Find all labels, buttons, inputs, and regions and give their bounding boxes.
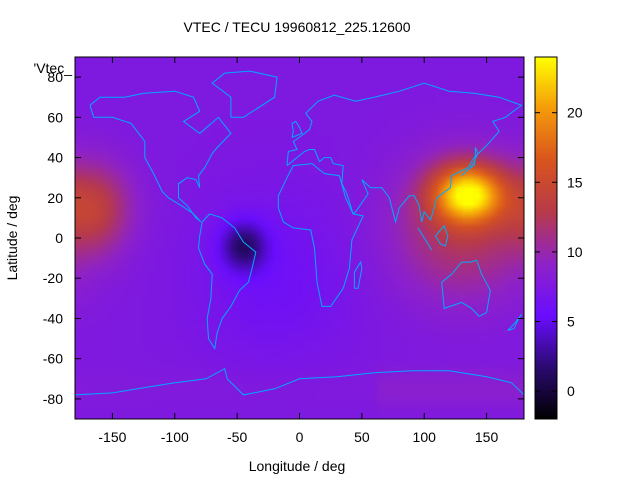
y-tick-label: 0 (55, 230, 63, 246)
x-axis-ticks: -150 -100 -50 0 50 100 150 (98, 57, 498, 445)
x-tick-label: -150 (98, 429, 126, 445)
coastline-south-america (197, 213, 257, 351)
heatmap-image (75, 57, 524, 419)
colorbar-tick-label: 15 (567, 174, 583, 190)
coastline-africa (277, 163, 364, 307)
coastline-australia (441, 259, 491, 318)
colorbar-tick-label: 10 (567, 244, 583, 260)
colorbar-ticks: 0 5 10 15 20 (535, 105, 583, 399)
x-tick-label: 50 (354, 429, 370, 445)
y-tick-label: -60 (43, 351, 63, 367)
y-tick-label: -20 (43, 270, 63, 286)
coastline-greenland (211, 70, 278, 118)
y-tick-label: 40 (47, 150, 63, 166)
y-tick-label: 20 (47, 190, 63, 206)
legend-key-label: 'Vtec_ (34, 60, 73, 76)
coastline-new-zealand (507, 314, 522, 331)
coastline-europe-asia (286, 82, 523, 224)
coastline-north-america (89, 90, 232, 223)
coastline-madagascar (353, 260, 363, 289)
coastline-uk (291, 120, 303, 138)
colorbar: 0 5 10 15 20 (534, 56, 583, 420)
x-tick-label: -100 (161, 429, 189, 445)
y-tick-label: -80 (43, 391, 63, 407)
x-tick-label: 150 (475, 429, 499, 445)
y-axis-label: Latitude / deg (4, 196, 20, 281)
coastline-indonesia-borneo (434, 224, 449, 247)
y-axis-ticks: 80 60 40 20 0 -20 -40 -60 -80 (43, 69, 524, 407)
y-tick-label: 80 (47, 69, 63, 85)
colorbar-gradient (534, 56, 558, 420)
heatmap-plot-area: -150 -100 -50 0 50 100 150 80 60 40 20 0 -20 -40 -60 -… (43, 56, 525, 445)
coastline-overlay (74, 70, 525, 396)
x-tick-label: -50 (227, 429, 247, 445)
chart-title: VTEC / TECU 19960812_225.12600 (183, 19, 410, 35)
x-tick-label: 100 (413, 429, 437, 445)
x-axis-label: Longitude / deg (249, 458, 346, 474)
colorbar-tick-label: 0 (567, 383, 575, 399)
coastline-japan (461, 147, 479, 177)
colorbar-tick-label: 20 (567, 105, 583, 121)
colorbar-tick-label: 5 (567, 314, 575, 330)
coastline-sumatra (417, 227, 433, 251)
x-tick-label: 0 (296, 429, 304, 445)
y-tick-label: 60 (47, 109, 63, 125)
y-tick-label: -40 (43, 310, 63, 326)
coastline-antarctica (74, 367, 525, 396)
